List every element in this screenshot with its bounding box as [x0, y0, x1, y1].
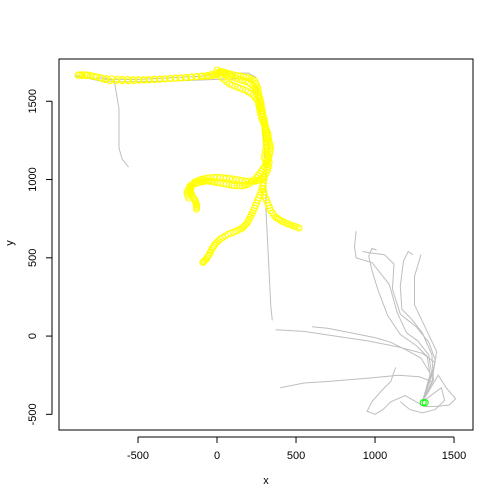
data-point [229, 73, 237, 81]
data-point [198, 72, 206, 80]
y-axis: -500 0 500 1000 1500 [27, 89, 53, 425]
x-axis: -500 0 500 1000 1500 [127, 436, 466, 462]
data-point [259, 113, 267, 121]
data-point [177, 74, 185, 82]
data-point [199, 259, 207, 266]
data-point [232, 74, 240, 82]
data-point [253, 173, 260, 181]
data-points [74, 66, 303, 266]
data-point [262, 157, 269, 165]
y-tick-label: 500 [27, 249, 39, 267]
x-tick-label: 0 [214, 450, 220, 462]
data-point [167, 75, 175, 82]
data-point [233, 182, 241, 190]
track-line [414, 254, 438, 402]
y-tick-label: -500 [27, 403, 39, 425]
data-point [204, 71, 211, 79]
data-point [161, 75, 169, 83]
track-line [399, 386, 446, 414]
data-point [275, 215, 283, 223]
y-tick-label: 1500 [27, 89, 39, 113]
y-tick-label: 1000 [27, 167, 39, 191]
data-point [264, 163, 272, 171]
data-point [193, 73, 201, 80]
data-point [125, 77, 132, 85]
track-line [368, 247, 431, 402]
x-tick-label: -500 [127, 450, 149, 462]
data-point [130, 77, 138, 85]
data-point [257, 104, 265, 111]
data-point [216, 179, 224, 187]
plot-frame [58, 58, 474, 431]
data-point [87, 72, 95, 80]
data-point [135, 76, 143, 84]
x-axis-title: x [263, 475, 269, 487]
highlight-marker [419, 399, 429, 407]
data-point [146, 76, 154, 84]
data-point [247, 179, 255, 187]
data-point [256, 108, 264, 116]
track-line [311, 326, 431, 402]
data-point [238, 182, 246, 190]
data-point [235, 75, 243, 83]
track-lines [74, 72, 457, 415]
data-point [223, 71, 230, 79]
data-point [201, 256, 209, 264]
data-point [83, 71, 91, 79]
data-point [257, 107, 265, 115]
data-point [185, 194, 193, 202]
data-point [230, 182, 238, 190]
data-point [200, 258, 208, 265]
data-point [76, 71, 83, 79]
data-point [255, 94, 263, 102]
data-point [208, 70, 216, 78]
data-point [172, 74, 180, 82]
data-point [78, 71, 86, 79]
data-point [295, 224, 303, 232]
data-point [97, 74, 105, 82]
track-line [353, 231, 433, 402]
data-point [151, 76, 159, 84]
data-point [258, 110, 266, 118]
track-line [74, 72, 257, 80]
track-line [275, 329, 436, 402]
y-axis-title: y [4, 240, 16, 246]
data-point [90, 72, 98, 80]
highlight-point [419, 399, 427, 407]
x-tick-label: 1500 [442, 450, 466, 462]
data-point [236, 182, 244, 190]
track-line [280, 374, 433, 403]
highlight-point [421, 399, 429, 407]
y-tick-label: 0 [27, 333, 39, 339]
data-point [260, 154, 268, 162]
data-point [212, 69, 220, 77]
data-point [226, 72, 234, 80]
data-point [140, 76, 148, 84]
track-line [366, 367, 457, 415]
data-point [193, 205, 200, 213]
data-point [254, 91, 262, 99]
data-point [263, 160, 270, 168]
x-tick-label: 1000 [363, 450, 387, 462]
data-point [183, 73, 190, 81]
data-point [209, 243, 217, 251]
data-point [253, 88, 260, 96]
track-line [399, 250, 435, 403]
data-point [228, 181, 236, 189]
track-line [98, 75, 129, 168]
data-point [207, 174, 215, 182]
data-point [238, 76, 246, 84]
data-point [156, 75, 164, 83]
data-point [93, 73, 101, 81]
data-point [188, 73, 196, 81]
data-point [101, 76, 109, 84]
x-tick-label: 500 [287, 450, 305, 462]
